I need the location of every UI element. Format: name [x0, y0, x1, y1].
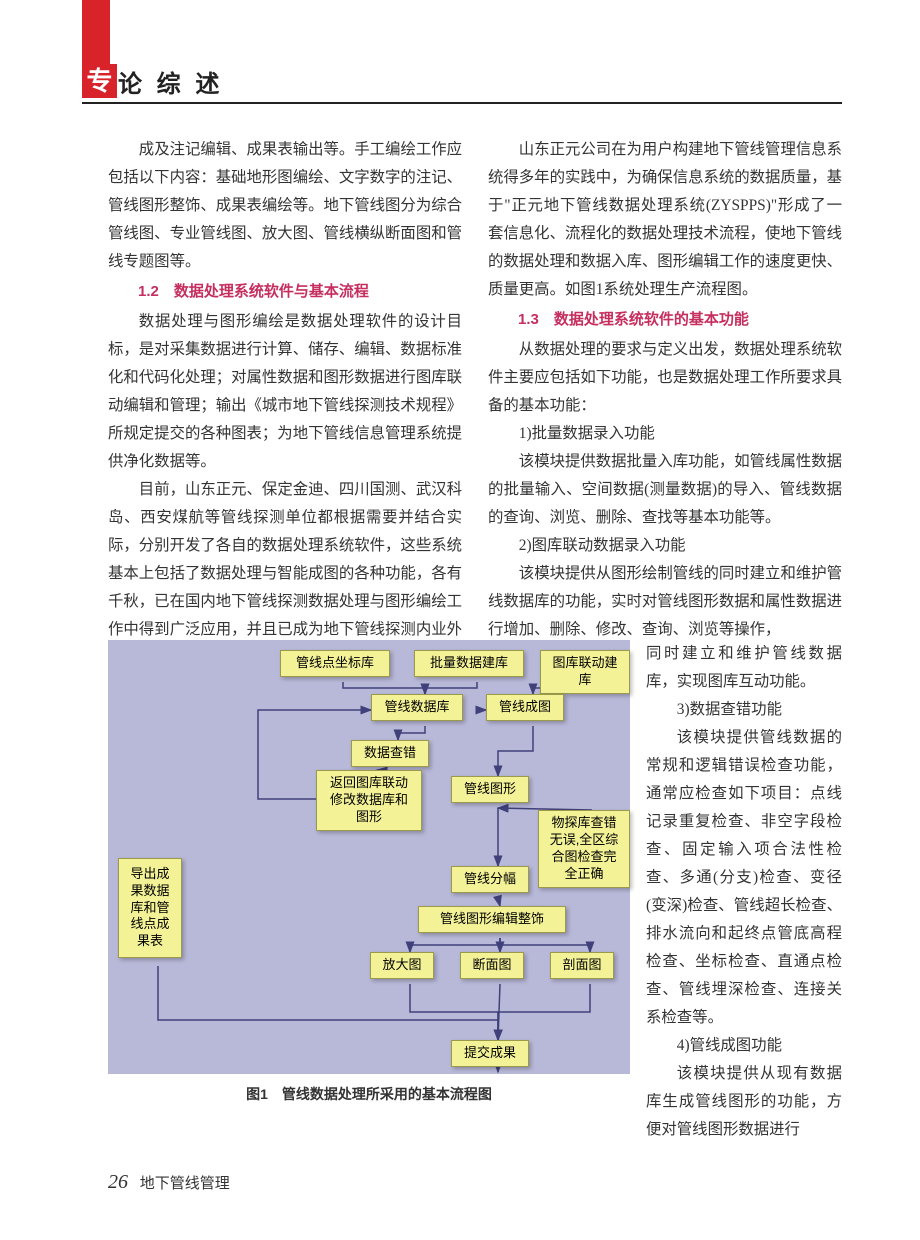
fn3-body: 该模块提供管线数据的常规和逻辑错误检查功能，通常应检查如下项目：点线记录重复检查… [646, 724, 842, 1032]
content-columns: 成及注记编辑、成果表输出等。手工编绘工作应包括以下内容：基础地形图编绘、文字数字… [108, 136, 842, 672]
flowchart-node-n4: 管线数据库 [371, 694, 463, 721]
right-p1: 山东正元公司在为用户构建地下管线管理信息系统得多年的实践中，为确保信息系统的数据… [488, 136, 842, 304]
flowchart-node-n6: 数据查错 [351, 740, 429, 767]
fn1-body: 该模块提供数据批量入库功能，如管线属性数据的批量输入、空间数据(测量数据)的导入… [488, 448, 842, 532]
figure-caption: 图1 管线数据处理所采用的基本流程图 [108, 1084, 630, 1104]
header-rule [82, 102, 842, 104]
page-number: 26 [108, 1171, 128, 1193]
fn3-title: 3)数据查错功能 [646, 696, 842, 724]
flowchart-node-n3: 图库联动建库 [540, 650, 630, 694]
text-beside-figure: 同时建立和维护管线数据库，实现图库互动功能。 3)数据查错功能 该模块提供管线数… [646, 640, 842, 1144]
header-red-block [82, 0, 110, 64]
flowchart-node-n5: 管线成图 [486, 694, 564, 721]
flowchart-node-n11: 管线分幅 [451, 866, 529, 893]
left-column: 成及注记编辑、成果表输出等。手工编绘工作应包括以下内容：基础地形图编绘、文字数字… [108, 136, 462, 672]
flowchart-node-n14: 断面图 [460, 952, 524, 979]
sec-1-3-p1: 从数据处理的要求与定义出发，数据处理系统软件主要应包括如下功能，也是数据处理工作… [488, 336, 842, 420]
fn2-title: 2)图库联动数据录入功能 [488, 532, 842, 560]
figure-bg: 管线点坐标库批量数据建库图库联动建库管线数据库管线成图数据查错返回图库联动修改数… [108, 640, 630, 1074]
fn2-cont: 同时建立和维护管线数据库，实现图库互动功能。 [646, 640, 842, 696]
sec-1-2-p1: 数据处理与图形编绘是数据处理软件的设计目标，是对采集数据进行计算、储存、编辑、数… [108, 308, 462, 476]
left-intro: 成及注记编辑、成果表输出等。手工编绘工作应包括以下内容：基础地形图编绘、文字数字… [108, 136, 462, 276]
journal-name: 地下管线管理 [140, 1176, 230, 1192]
fn4-title: 4)管线成图功能 [646, 1032, 842, 1060]
fn1-title: 1)批量数据录入功能 [488, 420, 842, 448]
fn2-body-top: 该模块提供从图形绘制管线的同时建立和维护管线数据库的功能，实时对管线图形数据和属… [488, 560, 842, 644]
flowchart-node-n8: 管线图形 [451, 776, 529, 803]
section-1-3-title: 1.3 数据处理系统软件的基本功能 [488, 306, 842, 334]
header-title: 论 综 述 [118, 64, 223, 99]
flowchart-node-n10: 导出成果数据库和管线点成果表 [118, 858, 182, 958]
flowchart-node-n1: 管线点坐标库 [280, 650, 390, 677]
figure-1: 管线点坐标库批量数据建库图库联动建库管线数据库管线成图数据查错返回图库联动修改数… [108, 640, 630, 1094]
flowchart-node-n9: 物探库查错无误,全区综合图检查完全正确 [538, 810, 630, 888]
footer: 26 地下管线管理 [108, 1171, 230, 1194]
flowchart-node-n7: 返回图库联动修改数据库和图形 [316, 770, 422, 831]
flowchart-node-n15: 剖面图 [550, 952, 614, 979]
header-badge: 专 [82, 64, 117, 98]
right-column: 山东正元公司在为用户构建地下管线管理信息系统得多年的实践中，为确保信息系统的数据… [488, 136, 842, 672]
fn4-body: 该模块提供从现有数据库生成管线图形的功能，方便对管线图形数据进行 [646, 1060, 842, 1144]
section-1-2-title: 1.2 数据处理系统软件与基本流程 [108, 278, 462, 306]
flowchart-node-n12: 管线图形编辑整饰 [418, 906, 566, 933]
flowchart-node-n13: 放大图 [370, 952, 434, 979]
flowchart-node-n2: 批量数据建库 [414, 650, 524, 677]
flowchart-node-n16: 提交成果 [451, 1040, 529, 1067]
